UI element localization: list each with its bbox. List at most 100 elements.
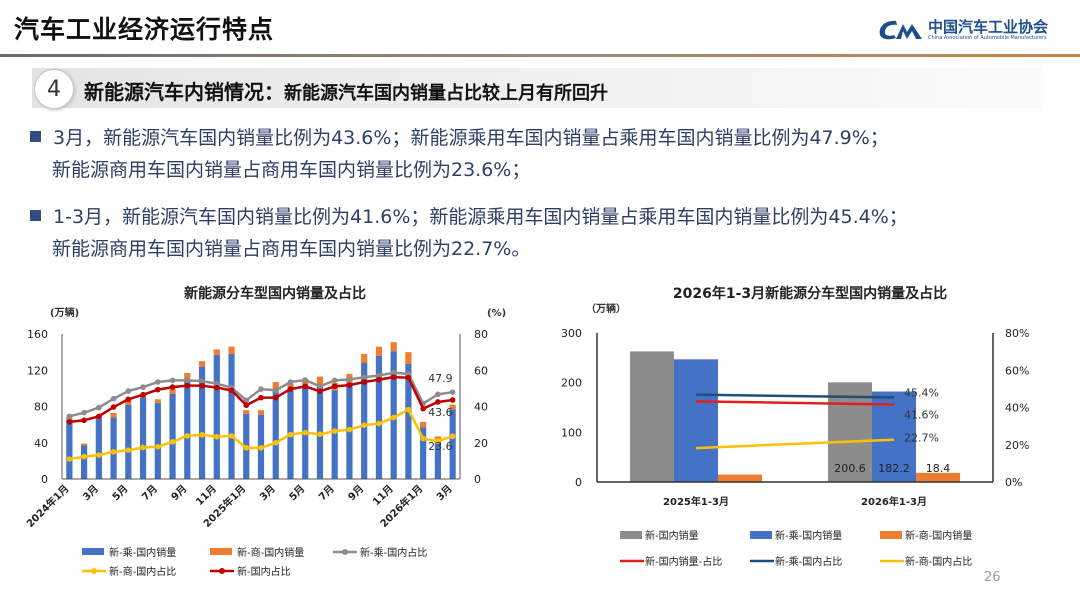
bar-passenger: [66, 419, 73, 479]
legend-label: 新-乘-国内销量: [775, 529, 842, 542]
y2-tick-label: 60: [474, 364, 488, 377]
legend-swatch: [82, 548, 104, 555]
bar-commercial: [228, 346, 235, 354]
bar-passenger: [272, 392, 279, 479]
bar-passenger: [361, 363, 368, 479]
section-subtitle: 新能源汽车国内销量占比较上月有所回升: [284, 83, 608, 104]
line-新-商-国内占比: [695, 438, 895, 450]
bullet-item: 3月，新能源汽车国内销量比例为43.6%；新能源乘用车国内销量占乘用车国内销量比…: [30, 122, 1070, 186]
bar-passenger: [420, 427, 427, 479]
bar-commercial: [361, 353, 368, 363]
line-point: [213, 433, 220, 440]
legend-swatch: [880, 531, 902, 539]
line-point: [390, 369, 397, 376]
line-point: [228, 387, 235, 394]
line-point: [140, 444, 146, 451]
line-point: [81, 453, 87, 460]
line-point: [169, 439, 176, 445]
bar-passenger: [228, 353, 235, 479]
y-tick-label: 300: [561, 327, 582, 340]
bullet-square-icon: [30, 210, 41, 221]
chart-title: 新能源分车型国内销量及占比: [184, 285, 366, 302]
bullet-line: 新能源商用车国内销量占商用车国内销量比例为22.7%。: [52, 238, 531, 260]
bar-commercial: [449, 404, 456, 410]
line-point: [110, 395, 117, 402]
line-point: [361, 379, 367, 385]
bar-commercial: [420, 421, 427, 428]
line-point: [96, 404, 102, 411]
y-tick-label: 0: [575, 476, 582, 489]
line-point: [302, 377, 309, 383]
line-point: [81, 417, 87, 424]
line-point: [287, 386, 294, 392]
legend-label: 新-国内占比: [237, 565, 291, 578]
line-point: [66, 456, 73, 462]
line-point: [346, 426, 353, 433]
data-label: 43.6: [428, 406, 453, 419]
data-label: 23.6: [428, 440, 453, 453]
legend-label: 新-国内销量: [645, 529, 699, 542]
section-heading: 新能源汽车内销情况：新能源汽车国内销量占比较上月有所回升: [84, 76, 608, 105]
bar-commercial: [375, 346, 383, 356]
line-point: [199, 378, 205, 384]
line-point: [449, 389, 456, 395]
header-divider: [0, 54, 1080, 57]
line-point: [317, 388, 323, 395]
y-tick-label: 0: [41, 473, 48, 486]
line-point: [376, 420, 382, 427]
line-point: [96, 452, 102, 458]
y-axis-unit-label: （万辆）: [586, 302, 626, 315]
line-point: [258, 394, 264, 401]
x-tick-label: 5月: [110, 483, 130, 503]
x-tick-label: 9月: [169, 483, 189, 503]
y2-tick-label: 20%: [1005, 439, 1029, 452]
data-label: 182.2: [878, 462, 910, 475]
x-tick-label: 7月: [316, 483, 336, 503]
bar-passenger: [213, 354, 220, 479]
legend-label: 新-商-国内销量: [237, 546, 304, 559]
line-point: [420, 435, 426, 442]
line-point: [96, 413, 102, 420]
line-point: [272, 394, 279, 401]
line-point: [66, 413, 73, 420]
data-label: 47.9: [428, 372, 453, 385]
bullet-item: 1-3月，新能源汽车国内销量比例为41.6%；新能源乘用车国内销量占乘用车国内销…: [30, 201, 1070, 265]
x-tick-label: 11月: [193, 483, 218, 508]
logo-text-cn: 中国汽车工业协会: [928, 17, 1049, 36]
legend-label: 新-商-国内销量: [905, 529, 972, 542]
line-point: [199, 431, 205, 438]
bar-新-商-国内销量: [916, 472, 960, 482]
bar-passenger: [169, 393, 176, 479]
bar-passenger: [434, 440, 441, 479]
y2-tick-label: 40%: [1005, 402, 1029, 415]
bar-commercial: [81, 443, 88, 446]
line-point: [435, 438, 441, 444]
y-axis-unit-label: (万辆): [50, 306, 79, 319]
data-label: 45.4%: [904, 386, 939, 399]
bar-passenger: [139, 397, 147, 479]
bar-commercial: [434, 436, 441, 441]
cam-logo-icon: [879, 20, 922, 40]
section-band: [32, 68, 1042, 108]
q1-nev-domestic-sales-chart: 2026年1-3月新能源分车型国内销量及占比 （万辆） 0 100 200 300 0% 20…: [561, 285, 1029, 568]
line-point: [331, 428, 338, 434]
line-point: [184, 377, 191, 384]
bullet-line: 新能源商用车国内销量占商用车国内销量比例为23.6%；: [52, 159, 531, 181]
line-point: [66, 419, 73, 425]
bar-passenger: [125, 404, 132, 479]
bar-commercial: [257, 410, 265, 415]
line-point: [361, 374, 367, 380]
line-point: [302, 383, 309, 390]
legend-label: 新-国内销量-占比: [645, 555, 722, 568]
legend-marker: [219, 568, 225, 574]
bar-commercial: [125, 401, 132, 405]
line-point: [287, 379, 294, 385]
bar-passenger: [198, 366, 206, 479]
line-point: [243, 397, 250, 404]
line-point: [155, 443, 161, 450]
x-tick-label: 5月: [287, 483, 307, 503]
bar-commercial: [405, 352, 412, 364]
line-point: [376, 376, 382, 383]
bar-新-国内销量: [630, 351, 674, 482]
legend-swatch: [210, 548, 232, 555]
